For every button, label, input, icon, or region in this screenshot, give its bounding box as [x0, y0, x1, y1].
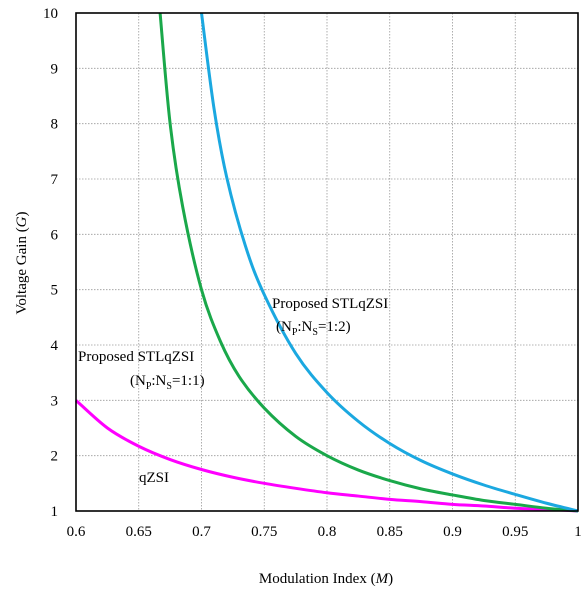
annotation-stlqzsi-1-2-title: Proposed STLqZSI	[272, 296, 388, 312]
x-tick-label: 1	[574, 524, 582, 540]
grid-layer	[76, 13, 578, 511]
x-tick-label: 0.95	[502, 524, 528, 540]
x-tick-label: 0.6	[67, 524, 86, 540]
series-line-2	[200, 12, 579, 513]
y-axis-label: Voltage Gain (G)	[14, 211, 30, 314]
annotation-stlqzsi-1-1-title: Proposed STLqZSI	[78, 349, 194, 365]
y-tick-label: 1	[51, 504, 59, 520]
series-line-1	[158, 12, 579, 513]
annotation-qzsi: qZSI	[139, 470, 169, 486]
x-tick-labels: 0.6 0.65 0.7 0.75 0.8 0.85 0.9 0.95 1	[67, 524, 582, 540]
x-tick-label: 0.85	[377, 524, 403, 540]
series-layer	[75, 12, 579, 513]
x-tick-label: 0.75	[251, 524, 277, 540]
x-tick-label: 0.7	[192, 524, 211, 540]
x-tick-label: 0.8	[318, 524, 337, 540]
y-tick-label: 3	[51, 393, 59, 409]
x-axis-label: Modulation Index (M)	[259, 571, 393, 587]
annotation-stlqzsi-1-2-ratio: (NP:NS=1:2)	[276, 319, 351, 338]
y-tick-label: 7	[51, 172, 59, 188]
x-tick-label: 0.9	[443, 524, 462, 540]
annotation-stlqzsi-1-1-ratio: (NP:NS=1:1)	[130, 373, 205, 392]
x-tick-label: 0.65	[126, 524, 152, 540]
y-tick-label: 4	[51, 338, 59, 354]
y-tick-label: 8	[51, 117, 59, 133]
y-tick-label: 9	[51, 61, 59, 77]
y-tick-label: 5	[51, 283, 59, 299]
y-tick-label: 2	[51, 449, 59, 465]
y-tick-label: 6	[51, 227, 59, 243]
y-tick-labels: 1 2 3 4 5 6 7 8 9 10	[43, 6, 59, 520]
series-line-0	[75, 399, 579, 513]
plot-frame	[75, 12, 579, 512]
y-tick-label: 10	[43, 6, 58, 22]
